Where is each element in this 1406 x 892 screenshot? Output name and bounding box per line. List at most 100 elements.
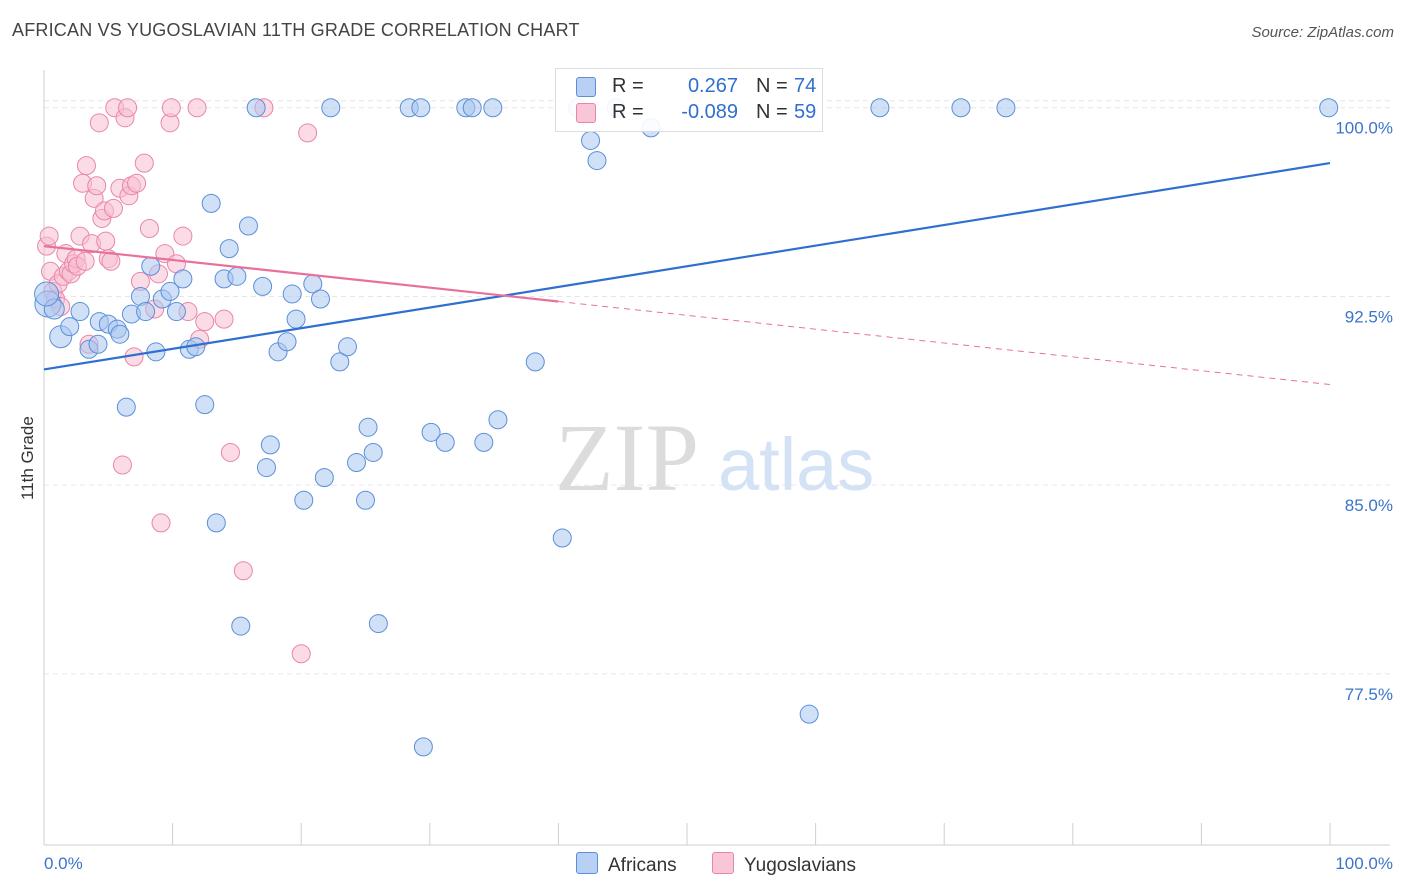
african-point [238, 216, 258, 236]
watermark-atlas: atlas [718, 423, 874, 506]
african-point [581, 130, 601, 150]
r-label: R = [612, 101, 644, 123]
african-point [356, 490, 375, 510]
african-point [421, 422, 441, 442]
african-point [474, 432, 494, 452]
african-point [996, 98, 1016, 118]
african-point [1319, 98, 1339, 118]
african-point [166, 302, 186, 322]
r-value: 0.267 [687, 75, 738, 97]
y-tick-label: 100.0% [1335, 119, 1393, 138]
african-point [368, 614, 388, 634]
african-point [173, 269, 193, 289]
yugoslavian-point [75, 251, 95, 271]
african-point [60, 317, 80, 337]
african-point [411, 98, 431, 118]
legend-item-yugoslavians[interactable]: Yugoslavians [712, 852, 856, 877]
yugoslavian-point [76, 156, 96, 176]
yugoslavian-point [103, 198, 123, 218]
african-point [256, 458, 276, 478]
african-point [294, 490, 314, 510]
african-point [88, 334, 108, 354]
yugoslavian-point [134, 153, 154, 173]
yugoslavian-point [112, 455, 132, 475]
africans-legend-swatch [576, 852, 598, 874]
yugoslavian-point [298, 123, 318, 143]
correlation-legend: R = 0.267 N = 74 R = -0.089 N = 59 [555, 68, 823, 132]
y-axis-label: 11th Grade [18, 416, 37, 500]
africans-points [34, 98, 1339, 757]
yugoslavian-point [89, 113, 109, 133]
african-point [206, 513, 226, 533]
african-point [286, 309, 306, 329]
african-point [363, 442, 383, 462]
african-point [260, 435, 280, 455]
y-tick-label: 77.5% [1345, 685, 1393, 704]
african-point [160, 281, 180, 301]
x-tick-label: 100.0% [1335, 854, 1393, 873]
chart-title: AFRICAN VS YUGOSLAVIAN 11TH GRADE CORREL… [12, 20, 580, 40]
trend-lines [43, 162, 1331, 386]
trend-line-extension-yugoslavians [558, 300, 1331, 386]
x-tick-label: 0.0% [44, 854, 83, 873]
yugoslavians-points [37, 98, 318, 664]
legend-item-africans[interactable]: Africans [576, 852, 677, 877]
watermark: ZIP atlas [555, 404, 874, 511]
african-point [282, 284, 302, 304]
yugoslavian-point [233, 561, 253, 581]
african-point [136, 302, 156, 322]
african-point [483, 98, 503, 118]
africans-swatch [576, 77, 596, 97]
african-point [227, 266, 247, 286]
yugoslavian-point [39, 226, 59, 246]
african-point [70, 302, 90, 322]
african-point [525, 352, 545, 372]
n-value: 59 [794, 101, 817, 123]
yugoslavian-point [220, 442, 240, 462]
african-point [358, 417, 378, 437]
source-note: Source: ZipAtlas.com [1251, 24, 1394, 41]
african-point [799, 704, 819, 724]
yugoslavian-point [195, 312, 215, 332]
african-point [337, 337, 357, 357]
african-point [110, 324, 130, 344]
yugoslavian-point [161, 98, 181, 118]
yugoslavians-swatch [576, 103, 596, 123]
african-point [231, 616, 251, 636]
n-label: N = [756, 101, 788, 123]
axes [43, 70, 1390, 846]
yugoslavian-point [118, 98, 138, 118]
african-point [435, 432, 455, 452]
african-point [219, 239, 239, 259]
trend-line-africans [43, 162, 1331, 371]
african-point [195, 395, 215, 415]
african-point [413, 737, 433, 757]
african-point [201, 193, 221, 213]
n-value: 74 [794, 75, 817, 97]
yugoslavians-legend-swatch [712, 852, 734, 874]
african-point [488, 410, 508, 430]
african-point [330, 352, 350, 372]
yugoslavian-point [127, 173, 147, 193]
trend-line-yugoslavians [43, 245, 559, 303]
r-value: -0.089 [681, 101, 738, 123]
y-tick-label: 92.5% [1345, 307, 1393, 326]
african-point [314, 468, 334, 488]
yugoslavian-point [291, 644, 311, 664]
african-point [310, 289, 330, 309]
african-point [246, 98, 266, 118]
tick-labels: 77.5% 85.0% 92.5% 100.0% 0.0% 100.0% [44, 119, 1393, 873]
african-point [346, 453, 366, 473]
yugoslavian-point [96, 231, 116, 251]
african-point [34, 281, 60, 307]
y-tick-label: 85.0% [1345, 496, 1393, 515]
yugoslavian-point [214, 309, 234, 329]
african-point [141, 256, 161, 276]
r-label: R = [612, 75, 644, 97]
africans-legend-label: Africans [608, 855, 677, 876]
african-point [462, 98, 482, 118]
yugoslavian-point [173, 226, 193, 246]
african-point [277, 332, 297, 352]
yugoslavian-point [139, 219, 159, 239]
african-point [552, 528, 572, 548]
